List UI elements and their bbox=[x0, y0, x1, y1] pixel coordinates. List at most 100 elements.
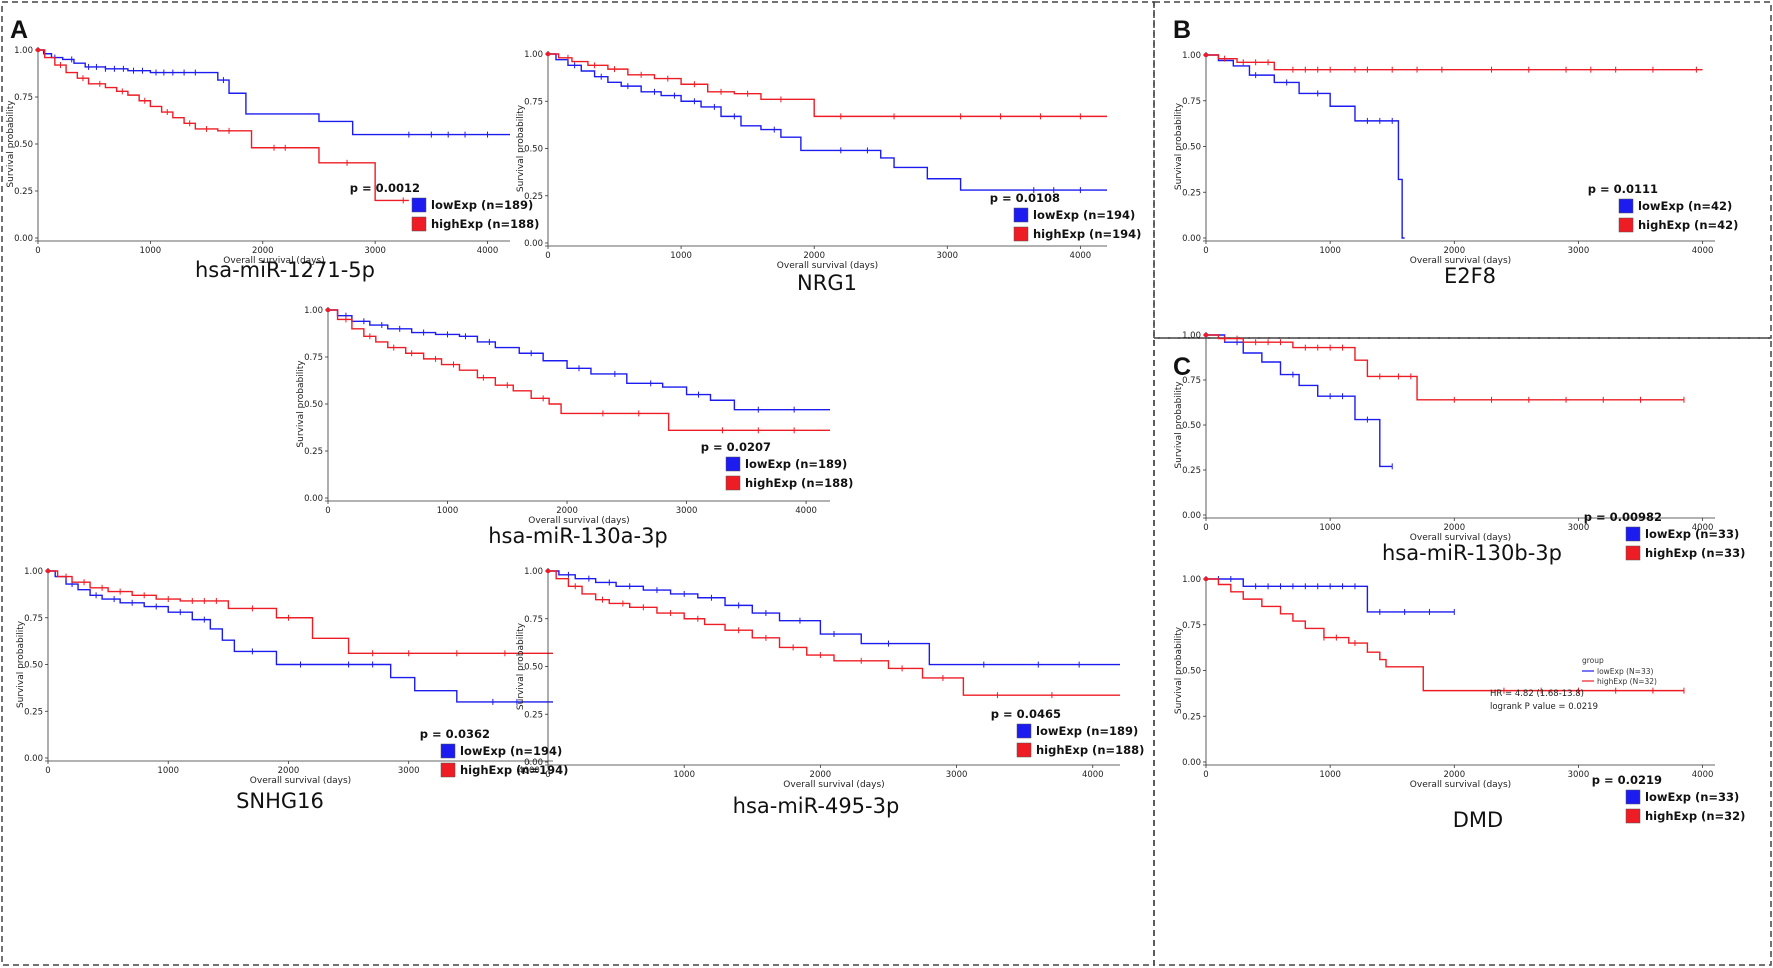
legend-label-lowexp: lowExp (n=189) bbox=[431, 198, 533, 212]
start-point bbox=[1203, 332, 1209, 338]
legend-swatch-highexp bbox=[411, 216, 427, 232]
x-tick-label: 3000 bbox=[398, 766, 420, 776]
y-tick-label: 0.25 bbox=[524, 192, 543, 202]
x-tick-label: 4000 bbox=[518, 766, 540, 776]
km-curve-highexp bbox=[328, 309, 830, 432]
legend-label-highexp: highExp (n=194) bbox=[1033, 227, 1141, 241]
start-point bbox=[545, 568, 551, 574]
p-value-label: p = 0.0012 bbox=[350, 181, 420, 195]
x-tick-label: 3000 bbox=[946, 770, 968, 780]
km-curve-highexp bbox=[1206, 334, 1684, 401]
y-tick-label: 0.25 bbox=[304, 447, 323, 457]
y-tick-label: 0.75 bbox=[524, 615, 543, 625]
y-tick-label: 1.00 bbox=[524, 50, 543, 60]
y-tick-label: 1.00 bbox=[1182, 331, 1201, 341]
km-plot-2: 0.00 0.25 0.50 0.75 1.00 0 1000 2000 3000 4000 Ove… bbox=[296, 306, 853, 548]
x-axis-title: Overall survival (days) bbox=[777, 261, 878, 271]
x-tick-label: 3000 bbox=[936, 251, 958, 261]
plot-title: hsa-miR-130a-3p bbox=[488, 524, 668, 548]
panel-letter-c: C bbox=[1173, 353, 1191, 381]
x-tick-label: 4000 bbox=[1692, 770, 1714, 780]
x-tick-label: 2000 bbox=[252, 246, 274, 256]
y-tick-label: 0.25 bbox=[1182, 466, 1201, 476]
x-axis-title: Overall survival (days) bbox=[1410, 533, 1511, 543]
p-value-label: p = 0.00982 bbox=[1584, 510, 1662, 524]
x-axis-title: Overall survival (days) bbox=[223, 256, 324, 266]
km-curve-lowexp bbox=[548, 570, 1120, 666]
x-tick-label: 0 bbox=[545, 251, 550, 261]
km-curve-highexp bbox=[48, 570, 553, 654]
p-value-label: p = 0.0111 bbox=[1588, 182, 1658, 196]
y-tick-label: 0.75 bbox=[304, 353, 323, 363]
y-tick-label: 1.00 bbox=[24, 567, 43, 577]
legend-label-highexp: highExp (n=42) bbox=[1638, 218, 1738, 232]
y-tick-label: 0.00 bbox=[304, 494, 323, 504]
km-curve-lowexp bbox=[38, 49, 510, 136]
legend-label-lowexp: lowExp (n=42) bbox=[1638, 199, 1732, 213]
y-tick-label: 0.25 bbox=[1182, 712, 1201, 722]
x-tick-label: 2000 bbox=[278, 766, 300, 776]
km-plot-5: 0.00 0.25 0.50 0.75 1.00 0 1000 2000 3000 4000 Ove… bbox=[1174, 51, 1738, 288]
x-tick-label: 0 bbox=[35, 246, 40, 256]
legend-swatch-lowexp bbox=[725, 456, 741, 472]
x-tick-label: 1000 bbox=[1319, 523, 1341, 533]
legend-label-lowexp: lowExp (n=189) bbox=[745, 457, 847, 471]
y-tick-label: 0.75 bbox=[24, 614, 43, 624]
y-tick-label: 0.50 bbox=[24, 661, 43, 671]
x-tick-label: 4000 bbox=[1070, 251, 1092, 261]
legend-label-highexp: highExp (n=32) bbox=[1645, 809, 1745, 823]
x-axis-title: Overall survival (days) bbox=[1410, 780, 1511, 790]
stats-text: logrank P value = 0.0219 bbox=[1490, 702, 1598, 712]
x-tick-label: 4000 bbox=[1692, 523, 1714, 533]
y-tick-label: 0.00 bbox=[1182, 758, 1201, 768]
panel-letter-a: A bbox=[10, 16, 28, 44]
y-tick-label: 0.50 bbox=[1182, 143, 1201, 153]
panel-b-frame bbox=[1153, 1, 1772, 339]
y-tick-label: 0.50 bbox=[524, 145, 543, 155]
km-curve-lowexp bbox=[1206, 334, 1393, 468]
x-tick-label: 4000 bbox=[1692, 246, 1714, 256]
y-tick-label: 0.75 bbox=[524, 97, 543, 107]
legend-label-highexp: highExp (n=188) bbox=[745, 476, 853, 490]
y-tick-label: 0.25 bbox=[24, 707, 43, 717]
legend-label-highexp: highExp (n=188) bbox=[1036, 743, 1144, 757]
legend-swatch-highexp bbox=[1016, 742, 1032, 758]
y-tick-label: 1.00 bbox=[1182, 575, 1201, 585]
x-tick-label: 0 bbox=[325, 506, 330, 516]
legend-swatch-highexp bbox=[440, 762, 456, 778]
legend-swatch-highexp bbox=[1625, 545, 1641, 561]
p-value-label: p = 0.0219 bbox=[1592, 773, 1662, 787]
x-axis-title: Overall survival (days) bbox=[1410, 256, 1511, 266]
y-tick-label: 0.00 bbox=[1182, 234, 1201, 244]
panel-c-frame bbox=[1153, 337, 1772, 966]
legend-swatch-lowexp bbox=[1618, 198, 1634, 214]
plot-title: hsa-miR-495-3p bbox=[733, 794, 900, 818]
km-curve-highexp bbox=[1206, 578, 1684, 692]
km-curve-highexp bbox=[548, 570, 1120, 696]
x-tick-label: 2000 bbox=[556, 506, 578, 516]
y-tick-label: 0.25 bbox=[1182, 188, 1201, 198]
legend-swatch-highexp bbox=[1013, 226, 1029, 242]
y-tick-label: 1.00 bbox=[14, 46, 33, 56]
y-tick-label: 0.50 bbox=[1182, 667, 1201, 677]
km-curve-highexp bbox=[548, 53, 1107, 118]
stats-text: HR = 4.82 (1.68-13.8) bbox=[1490, 689, 1584, 699]
legend-swatch-lowexp bbox=[1625, 526, 1641, 542]
p-value-label: p = 0.0207 bbox=[701, 440, 771, 454]
km-curve-highexp bbox=[1206, 54, 1703, 71]
x-tick-label: 1000 bbox=[157, 766, 179, 776]
x-tick-label: 2000 bbox=[1443, 770, 1465, 780]
km-curve-lowexp bbox=[548, 53, 1107, 191]
start-point bbox=[325, 307, 331, 313]
legend-label-highexp: highExp (n=194) bbox=[460, 763, 568, 777]
x-tick-label: 3000 bbox=[676, 506, 698, 516]
y-axis-title: Survival probability bbox=[296, 360, 306, 448]
x-axis-title: Overall survival (days) bbox=[528, 516, 629, 526]
p-value-label: p = 0.0362 bbox=[420, 727, 490, 741]
panel-letter-b: B bbox=[1173, 16, 1191, 44]
x-tick-label: 2000 bbox=[1443, 523, 1465, 533]
x-tick-label: 3000 bbox=[1568, 770, 1590, 780]
legend-swatch-highexp bbox=[725, 475, 741, 491]
